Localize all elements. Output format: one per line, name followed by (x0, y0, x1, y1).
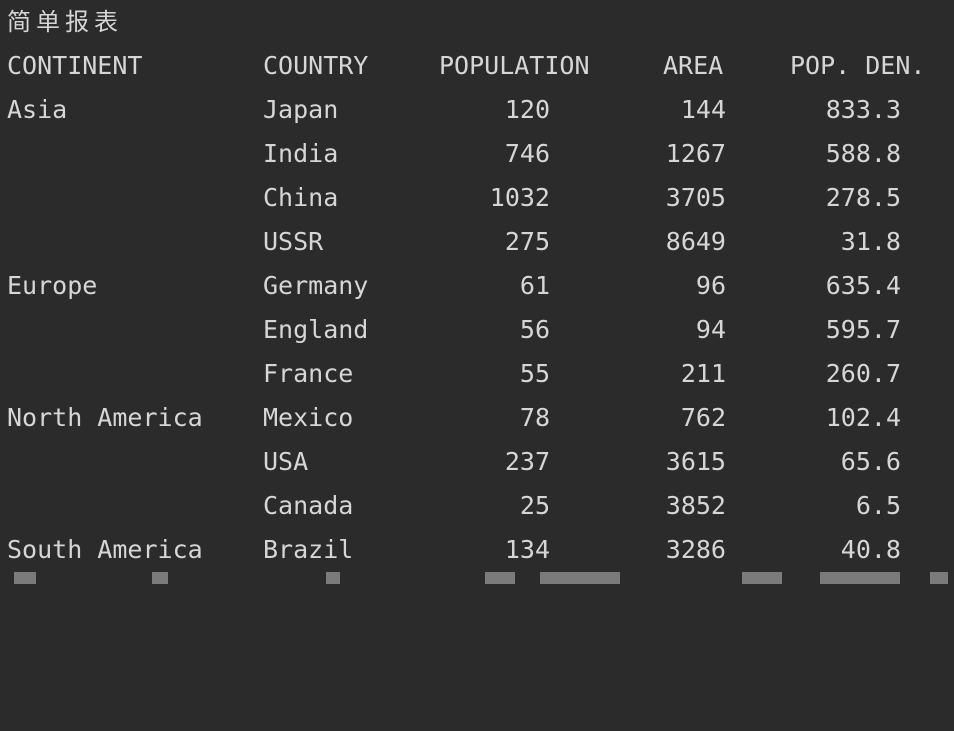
row-continent: North America (7, 403, 203, 432)
row-population: 55 (519, 359, 550, 388)
header-continent: CONTINENT (7, 51, 143, 80)
row-density: 833.3 (825, 95, 901, 124)
row-area: 1267 (665, 139, 726, 168)
row-country: Germany (263, 271, 369, 300)
row-continent: Europe (7, 271, 98, 300)
row-density: 260.7 (825, 359, 901, 388)
row-area: 3286 (665, 535, 726, 564)
row-population: 1032 (489, 183, 550, 212)
header-population: POPULATION (439, 51, 590, 80)
row-country: Brazil (263, 535, 354, 564)
row-area: 3852 (665, 491, 726, 520)
row-density: 588.8 (825, 139, 901, 168)
row-area: 144 (680, 95, 726, 124)
row-density: 40.8 (840, 535, 901, 564)
table-row: England 56 94 595.7 (0, 308, 954, 352)
row-continent: Asia (7, 95, 68, 124)
row-country: Mexico (263, 403, 354, 432)
header-country: COUNTRY (263, 51, 369, 80)
row-area: 211 (680, 359, 726, 388)
table-row: USSR 275 8649 31.8 (0, 220, 954, 264)
row-area: 3705 (665, 183, 726, 212)
row-area: 8649 (665, 227, 726, 256)
row-country: India (263, 139, 339, 168)
row-country: Japan (263, 95, 339, 124)
table-row: Europe Germany 61 96 635.4 (0, 264, 954, 308)
header-area: AREA (663, 51, 724, 80)
clipped-next-line (0, 572, 954, 584)
row-area: 94 (695, 315, 726, 344)
row-country: China (263, 183, 339, 212)
table-row: India 746 1267 588.8 (0, 132, 954, 176)
row-area: 762 (680, 403, 726, 432)
report-title-line: 简单报表 (0, 0, 954, 44)
row-population: 78 (519, 403, 550, 432)
row-density: 102.4 (825, 403, 901, 432)
report-title: 简单报表 (7, 8, 123, 36)
row-density: 635.4 (825, 271, 901, 300)
row-country: Canada (263, 491, 354, 520)
row-country: France (263, 359, 354, 388)
row-density: 6.5 (855, 491, 901, 520)
row-population: 61 (519, 271, 550, 300)
row-population: 237 (504, 447, 550, 476)
table-row: China 1032 3705 278.5 (0, 176, 954, 220)
header-row: CONTINENT COUNTRY POPULATION AREA POP. D… (0, 44, 954, 88)
table-row: Asia Japan 120 144 833.3 (0, 88, 954, 132)
row-density: 31.8 (840, 227, 901, 256)
row-population: 134 (504, 535, 550, 564)
table-row: Canada 25 3852 6.5 (0, 484, 954, 528)
row-continent: South America (7, 535, 203, 564)
row-density: 595.7 (825, 315, 901, 344)
row-population: 56 (519, 315, 550, 344)
row-density: 65.6 (840, 447, 901, 476)
row-area: 3615 (665, 447, 726, 476)
row-country: USA (263, 447, 309, 476)
table-row: South America Brazil 134 3286 40.8 (0, 528, 954, 572)
table-row: USA 237 3615 65.6 (0, 440, 954, 484)
row-country: USSR (263, 227, 324, 256)
row-country: England (263, 315, 369, 344)
row-density: 278.5 (825, 183, 901, 212)
row-area: 96 (695, 271, 726, 300)
row-population: 746 (504, 139, 550, 168)
row-population: 25 (519, 491, 550, 520)
row-population: 120 (504, 95, 550, 124)
header-density: POP. DEN. (790, 51, 926, 80)
row-population: 275 (504, 227, 550, 256)
table-row: France 55 211 260.7 (0, 352, 954, 396)
table-row: North America Mexico 78 762 102.4 (0, 396, 954, 440)
